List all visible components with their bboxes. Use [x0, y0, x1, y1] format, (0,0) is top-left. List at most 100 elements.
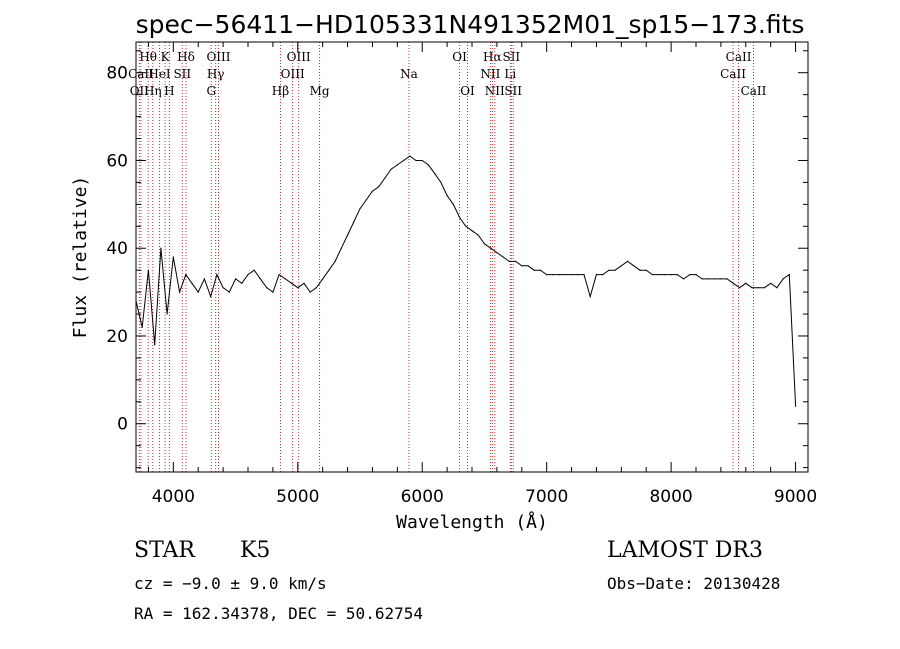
spectrum-point: [527, 265, 529, 267]
spectrum-point: [577, 274, 579, 276]
spectral-line-label: CaII: [726, 50, 752, 64]
spectrum-point: [788, 274, 790, 276]
spectrum-point: [776, 287, 778, 289]
y-tick-label: 60: [106, 151, 128, 171]
spectral-line-label: K: [161, 50, 171, 64]
spectrum-point: [608, 269, 610, 271]
spectrum-point: [664, 274, 666, 276]
y-tick-label: 20: [106, 327, 128, 347]
spectrum-point: [241, 282, 243, 284]
spectrum-point: [751, 287, 753, 289]
x-tick-label: 5000: [276, 487, 319, 507]
spectrum-point: [521, 265, 523, 267]
spectrum-point: [620, 265, 622, 267]
spectral-line-label: OIII: [281, 67, 305, 81]
spectrum-point: [384, 177, 386, 179]
spectral-line-label: CaII: [741, 84, 767, 98]
spectrum-point: [614, 269, 616, 271]
spectrum-point: [166, 313, 168, 315]
x-axis: 4000 5000 6000 7000 8000 9000: [147, 42, 817, 507]
spectral-line-label: NII: [485, 84, 505, 98]
spectrum-point: [210, 295, 212, 298]
spectrum-point: [502, 256, 504, 258]
spectrum-point: [757, 287, 759, 289]
spectrum-point: [627, 260, 629, 262]
spectrum-point: [558, 274, 560, 276]
spectrum-point: [228, 291, 230, 293]
spectral-line-label: SII: [502, 50, 520, 64]
spectral-line-markers: OII Hθ CaII Hη K HeI H Hδ SII OIII Hγ G OIII OIII Hβ Mg…: [128, 42, 767, 472]
spectrum-point: [347, 234, 349, 236]
spectrum-point: [440, 181, 442, 183]
spectrum-point: [378, 186, 380, 188]
spectrum-point: [651, 274, 654, 276]
spectrum-point: [564, 274, 566, 276]
spectral-line-label: Hγ: [207, 67, 225, 81]
spectrum-point: [172, 256, 174, 258]
spectrum-point: [539, 269, 542, 271]
spectrum-point: [415, 159, 417, 162]
spectrum-point: [583, 274, 585, 276]
spectrum-point: [359, 208, 361, 210]
spectrum-point: [278, 274, 280, 276]
spectrum-point: [154, 344, 156, 346]
spectrum-point: [409, 155, 411, 157]
observation-date: Obs−Date: 20130428: [607, 574, 781, 593]
spectrum-point: [595, 274, 598, 276]
spectrum-point: [371, 190, 373, 192]
spectral-line-label: Hβ: [272, 84, 289, 98]
spectrum-point: [235, 278, 237, 280]
spectrum-point: [147, 269, 149, 271]
spectrum-point: [266, 287, 268, 289]
spectrum-point: [533, 269, 535, 271]
spectral-line-label: G: [206, 84, 216, 98]
spectral-line-label: OIII: [206, 50, 230, 64]
spectral-line-label: OIII: [287, 50, 311, 64]
spectrum-point: [707, 278, 710, 280]
spectrum-point: [589, 295, 591, 298]
x-axis-label: Wavelength (Å): [396, 511, 548, 533]
spectrum-point: [782, 278, 784, 280]
spectrum-point: [185, 274, 187, 276]
redshift-cz: cz = −9.0 ± 9.0 km/s: [134, 574, 327, 593]
y-tick-label: 0: [117, 415, 128, 435]
spectral-line-label: OI: [452, 50, 467, 64]
spectrum-point: [434, 173, 436, 175]
spectrum-point: [459, 216, 461, 219]
spectrum-point: [639, 269, 641, 271]
spectral-line-label: NII: [480, 67, 500, 81]
spectrum-point: [315, 287, 317, 289]
x-tick-label: 8000: [649, 487, 692, 507]
spectrum-point: [676, 274, 678, 276]
spectrum-point: [483, 243, 485, 245]
spectral-line-label: Hδ: [177, 50, 195, 64]
spectrum-point: [714, 278, 716, 280]
spectral-line-label: CaII: [128, 67, 154, 81]
spectrum-point: [403, 159, 405, 162]
spectrum-point: [770, 282, 772, 284]
spectrum-point: [365, 199, 367, 201]
spectrum-point: [203, 278, 205, 280]
coordinates: RA = 162.34378, DEC = 50.62754: [134, 604, 423, 623]
spectrum-point: [477, 234, 479, 236]
spectrum-point: [571, 274, 573, 276]
spectrum-point: [658, 274, 660, 276]
spectrum-point: [390, 168, 392, 170]
spectral-line-label: CaII: [720, 67, 746, 81]
spectrum-point: [247, 274, 249, 276]
spectrum-point: [720, 278, 722, 280]
x-tick-label: 7000: [525, 487, 568, 507]
spectrum-point: [490, 247, 492, 249]
spectrum-point: [328, 269, 330, 271]
spectral-line-label: Hη: [144, 84, 162, 98]
spectrum-point: [396, 164, 398, 166]
spectrum-point: [284, 278, 286, 280]
spectrum-point: [259, 278, 261, 280]
x-tick-label: 6000: [401, 487, 444, 507]
spectrum-point: [670, 274, 672, 276]
spectral-line-label: HeI: [148, 67, 171, 81]
spectrum-point: [552, 274, 554, 276]
spectrum-point: [452, 203, 454, 205]
spectrum-point: [695, 274, 697, 276]
spectrum-point: [689, 274, 691, 276]
